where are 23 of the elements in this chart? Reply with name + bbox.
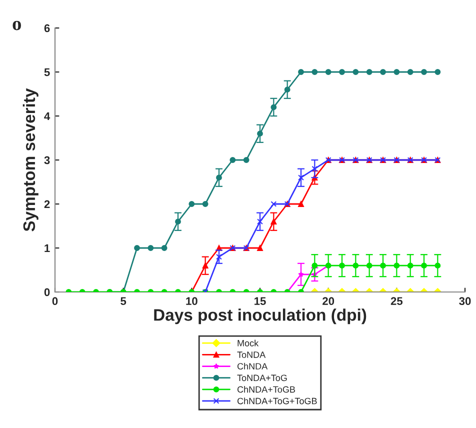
y-tick-label: 1 bbox=[44, 244, 50, 252]
x-tick-label: 5 bbox=[120, 297, 126, 306]
legend-label: ToNDA+ToG bbox=[237, 374, 287, 382]
legend-label: ChNDA+ToGB bbox=[237, 386, 295, 393]
y-tick-label: 4 bbox=[44, 112, 50, 120]
legend-label: ToNDA bbox=[237, 352, 266, 358]
x-tick-label: 25 bbox=[390, 297, 403, 306]
x-tick-label: 15 bbox=[254, 297, 266, 306]
x-tick-label: 30 bbox=[459, 297, 471, 306]
text: o bbox=[12, 20, 21, 30]
y-tick-label: 0 bbox=[44, 288, 50, 296]
legend-label: ChNDA bbox=[237, 362, 268, 370]
x-tick-label: 20 bbox=[322, 297, 334, 306]
y-tick-label: 3 bbox=[44, 156, 50, 164]
x-axis-title: Days post inoculation (dpi) bbox=[154, 308, 366, 324]
y-tick-label: 5 bbox=[44, 68, 50, 76]
x-tick-label: 10 bbox=[186, 297, 198, 306]
x-tick-label: 0 bbox=[52, 297, 58, 306]
legend-label: Mock bbox=[238, 340, 259, 346]
y-tick-label: 2 bbox=[44, 200, 50, 208]
y-axis-title: Symptom severity bbox=[22, 88, 38, 232]
legend-label: ChNDA+ToG+ToGB bbox=[237, 398, 317, 404]
y-tick-label: 6 bbox=[44, 24, 50, 32]
